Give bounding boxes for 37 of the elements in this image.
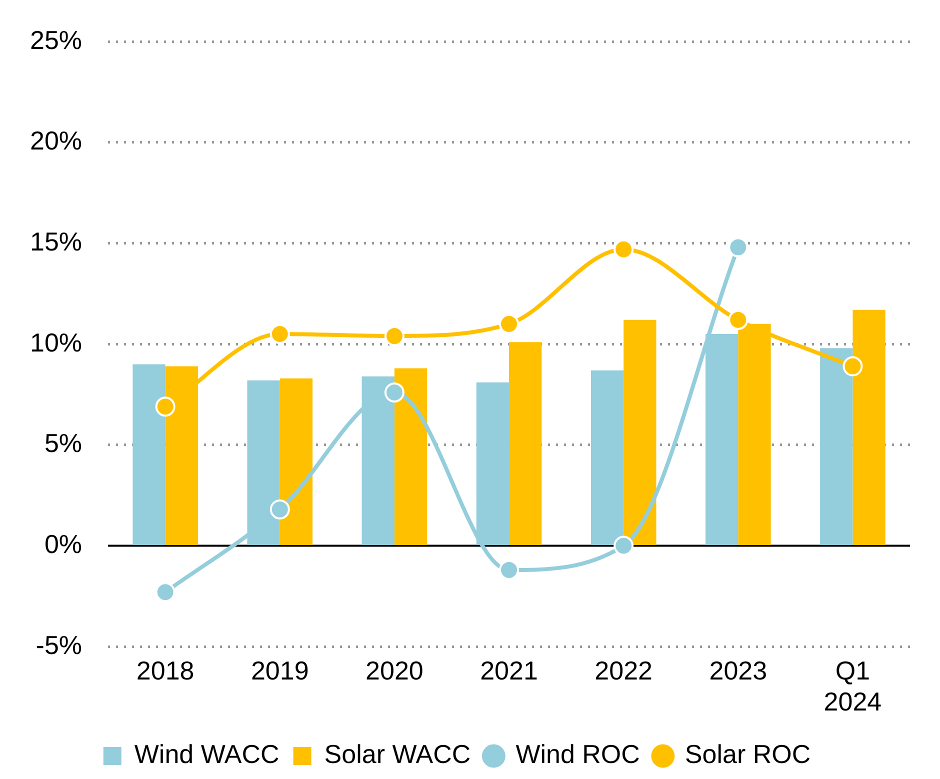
x-tick-label: 2018 <box>136 655 194 686</box>
x-tick-label: Q1 2024 <box>824 655 882 717</box>
point <box>155 396 176 417</box>
x-tick-label: 2019 <box>250 655 309 686</box>
x-tick-label: 2021 <box>480 655 538 686</box>
bar <box>509 342 542 546</box>
y-tick-label: 5% <box>44 428 82 458</box>
bar <box>476 382 510 546</box>
y-tick-label: -5% <box>36 630 82 660</box>
point <box>384 382 404 402</box>
legend-label: Wind WACC <box>134 739 280 770</box>
point <box>614 239 634 260</box>
point <box>728 310 748 330</box>
legend-label: Solar WACC <box>324 739 471 770</box>
point <box>614 536 634 556</box>
bar <box>820 348 853 546</box>
bar <box>132 364 166 546</box>
x-tick-label: 2022 <box>594 655 653 686</box>
y-tick-label: 25% <box>30 24 82 55</box>
point <box>155 582 176 602</box>
legend-label: Solar ROC <box>684 739 811 770</box>
point <box>384 326 404 346</box>
y-tick-label: 15% <box>30 226 82 256</box>
point <box>728 237 748 258</box>
x-tick-label: 2020 <box>366 655 424 686</box>
bar <box>280 378 313 546</box>
bar <box>624 320 656 546</box>
y-tick-label: 0% <box>44 528 82 559</box>
point <box>270 499 290 520</box>
point <box>270 324 290 344</box>
legend-label: Wind ROC <box>516 739 640 770</box>
bar <box>394 368 428 546</box>
x-tick-label: 2023 <box>709 655 768 686</box>
y-tick-label: 20% <box>30 126 82 156</box>
point <box>499 314 520 334</box>
point <box>842 356 863 376</box>
y-tick-label: 10% <box>30 327 82 358</box>
